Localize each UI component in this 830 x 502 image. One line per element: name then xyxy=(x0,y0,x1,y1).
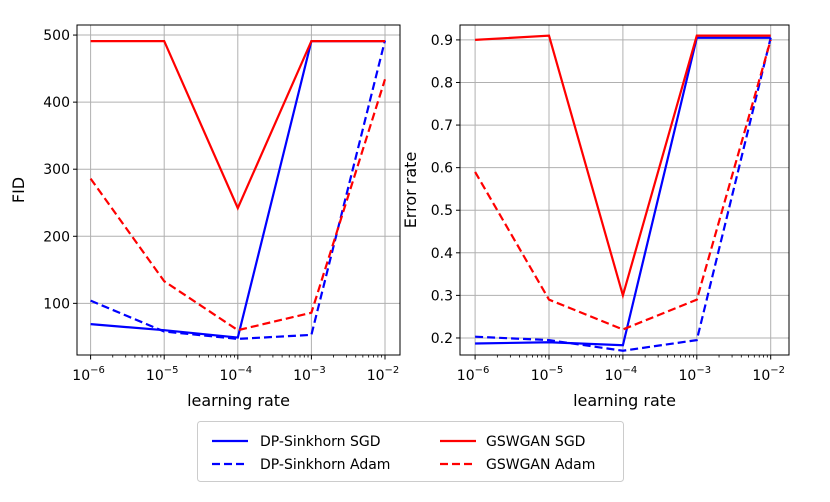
x-tick-label: 10−3 xyxy=(679,365,712,384)
y-tick-label: 0.9 xyxy=(431,33,453,49)
x-tick-label: 10−4 xyxy=(220,365,253,384)
y-tick-label: 300 xyxy=(43,162,70,178)
series-line-gswgan-sgd xyxy=(90,39,385,211)
x-axis-label: learning rate xyxy=(187,391,290,410)
x-tick-base: 10 xyxy=(531,368,549,384)
x-tick-label: 10−6 xyxy=(72,365,105,384)
x-tick-base: 10 xyxy=(457,368,475,384)
x-tick-label: 10−3 xyxy=(293,365,326,384)
y-tick-label: 0.7 xyxy=(431,118,453,134)
legend-frame xyxy=(197,421,624,482)
x-tick-base: 10 xyxy=(605,368,623,384)
x-tick-base: 10 xyxy=(293,368,311,384)
grid xyxy=(77,25,400,355)
y-tick-label: 0.2 xyxy=(431,331,453,347)
y-tick-label: 0.6 xyxy=(431,161,453,177)
y-axis-label: FID xyxy=(9,177,28,203)
x-tick-exponent: −5 xyxy=(164,365,179,376)
legend: DP-Sinkhorn SGD DP-Sinkhorn Adam GSWGAN SG… xyxy=(197,421,624,482)
y-tick-label: 0.8 xyxy=(431,75,453,91)
y-tick-label: 400 xyxy=(43,95,70,111)
x-tick-exponent: −2 xyxy=(770,365,785,376)
x-tick-exponent: −4 xyxy=(622,365,637,376)
x-tick-base: 10 xyxy=(752,368,770,384)
x-tick-exponent: −6 xyxy=(90,365,105,376)
x-tick-exponent: −3 xyxy=(696,365,711,376)
x-tick-base: 10 xyxy=(72,368,90,384)
x-tick-exponent: −2 xyxy=(385,365,400,376)
series-line-dp-sinkhorn-sgd xyxy=(475,36,771,347)
x-tick-exponent: −4 xyxy=(237,365,252,376)
x-tick-base: 10 xyxy=(679,368,697,384)
x-tick-label: 10−5 xyxy=(146,365,179,384)
x-tick-exponent: −3 xyxy=(311,365,326,376)
x-tick-base: 10 xyxy=(367,368,385,384)
legend-label-gswgan-sgd: GSWGAN SGD xyxy=(486,434,585,450)
legend-label-dp-sinkhorn-sgd: DP-Sinkhorn SGD xyxy=(260,434,381,450)
series-line-gswgan-sgd xyxy=(475,34,771,300)
y-tick-label: 100 xyxy=(43,296,70,312)
y-axis-label: Error rate xyxy=(401,152,420,229)
legend-label-dp-sinkhorn-adam: DP-Sinkhorn Adam xyxy=(260,457,390,473)
x-tick-label: 10−2 xyxy=(752,365,785,384)
x-tick-base: 10 xyxy=(146,368,164,384)
axes-frame xyxy=(459,24,790,356)
legend-label-gswgan-adam: GSWGAN Adam xyxy=(486,457,595,473)
series-line-dp-sinkhorn-adam xyxy=(90,40,387,341)
x-tick-label: 10−5 xyxy=(531,365,564,384)
y-tick-label: 200 xyxy=(43,229,70,245)
x-tick-label: 10−6 xyxy=(457,365,490,384)
y-tick-label: 0.5 xyxy=(431,203,453,219)
grid xyxy=(460,25,789,355)
y-tick-label: 0.4 xyxy=(431,246,453,262)
x-tick-exponent: −6 xyxy=(475,365,490,376)
x-tick-label: 10−4 xyxy=(605,365,638,384)
axes-frame xyxy=(76,24,401,356)
error-rate-panel: 0.20.30.40.50.60.70.80.910−6 10−5 10−4 10−3… xyxy=(401,24,790,410)
x-tick-label: 10−2 xyxy=(367,365,400,384)
series-line-gswgan-adam xyxy=(89,78,387,332)
y-tick-label: 500 xyxy=(43,28,70,44)
y-tick-label: 0.3 xyxy=(431,288,453,304)
series-line-gswgan-adam xyxy=(474,39,772,331)
x-axis-label: learning rate xyxy=(573,391,676,410)
series-line-dp-sinkhorn-adam xyxy=(475,37,772,352)
x-tick-exponent: −5 xyxy=(549,365,564,376)
x-tick-base: 10 xyxy=(220,368,238,384)
